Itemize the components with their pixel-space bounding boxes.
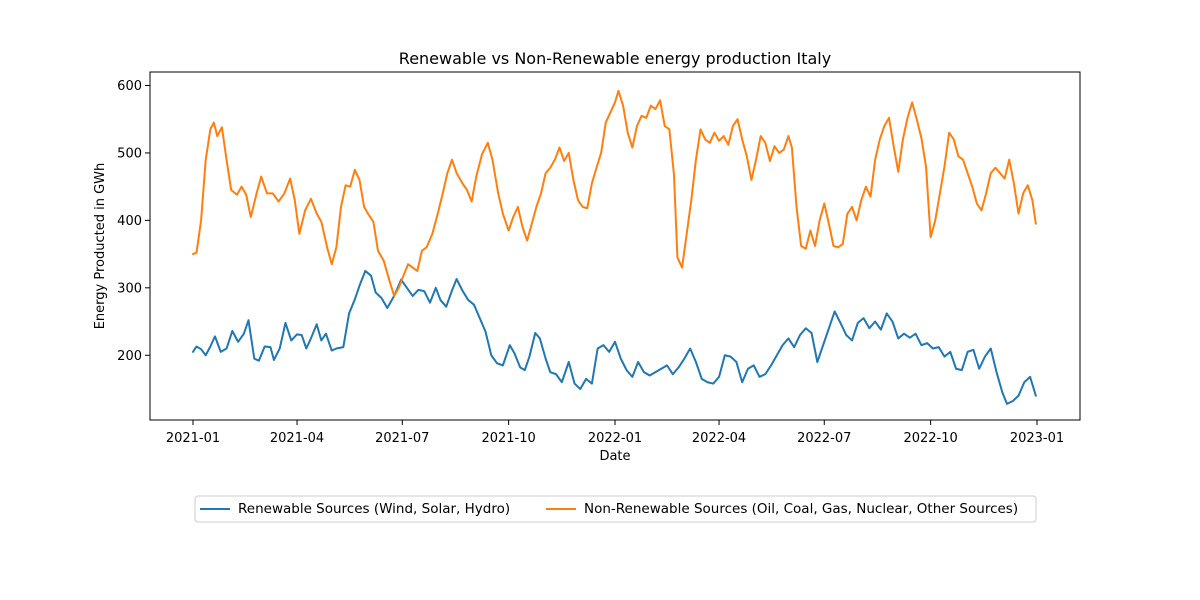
y-tick-label: 300	[117, 281, 142, 296]
y-axis-label: Energy Producted in GWh	[93, 163, 108, 330]
legend-entry-renewable: Renewable Sources (Wind, Solar, Hydro)	[200, 501, 510, 517]
x-tick-label: 2023-01	[1010, 431, 1064, 446]
x-tick-label: 2022-07	[797, 431, 851, 446]
x-tick-label: 2021-10	[481, 431, 535, 446]
series-layer	[192, 89, 1037, 405]
legend-box	[194, 495, 1037, 523]
plot-area	[149, 71, 1081, 421]
x-tick-label: 2022-04	[692, 431, 746, 446]
legend-label-renewable: Renewable Sources (Wind, Solar, Hydro)	[238, 501, 510, 517]
legend-entry-non-renewable: Non-Renewable Sources (Oil, Coal, Gas, N…	[546, 501, 1018, 517]
x-axis: 2021-01 2021-04 2021-07 2021-10 2022-01 2022-…	[166, 420, 1064, 446]
legend-label-non-renewable: Non-Renewable Sources (Oil, Coal, Gas, N…	[584, 501, 1018, 517]
y-tick-label: 200	[117, 349, 142, 364]
y-axis: 200 300 400 500 600	[117, 79, 150, 364]
legend: Renewable Sources (Wind, Solar, Hydro) N…	[194, 495, 1037, 523]
x-tick-label: 2021-04	[270, 431, 324, 446]
y-tick-label: 400	[117, 214, 142, 229]
x-axis-label: Date	[599, 449, 630, 464]
chart-title: Renewable vs Non-Renewable energy produc…	[399, 49, 831, 68]
x-tick-label: 2022-01	[588, 431, 642, 446]
y-tick-label: 600	[117, 79, 142, 94]
x-tick-label: 2021-07	[375, 431, 429, 446]
y-tick-label: 500	[117, 146, 142, 161]
x-tick-label: 2021-01	[166, 431, 220, 446]
series-line-non-renewable	[192, 89, 1037, 297]
series-line-renewable	[192, 269, 1037, 405]
x-tick-label: 2022-10	[903, 431, 957, 446]
